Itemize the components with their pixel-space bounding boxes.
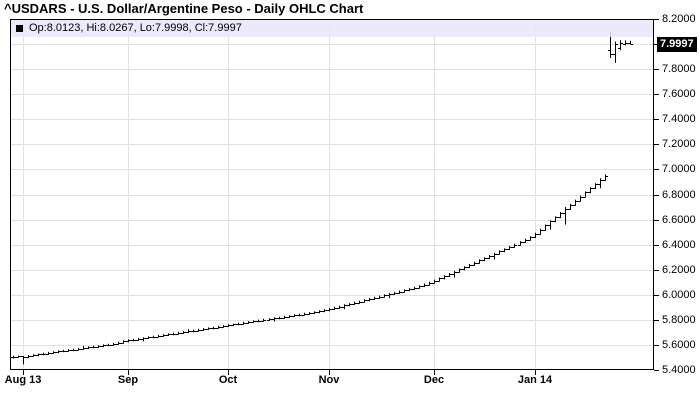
y-axis-tick xyxy=(654,44,659,45)
y-axis-tick xyxy=(654,370,659,371)
y-axis-tick xyxy=(654,144,659,145)
y-axis-tick xyxy=(654,119,659,120)
y-axis-tick xyxy=(654,245,659,246)
y-axis-tick xyxy=(654,94,659,95)
y-axis-label: 6.0000 xyxy=(662,289,696,301)
y-axis-label: 7.2000 xyxy=(662,138,696,150)
y-axis-label: 5.8000 xyxy=(662,314,696,326)
x-axis-tick xyxy=(434,370,435,375)
y-axis-label: 5.6000 xyxy=(662,339,696,351)
y-axis-label: 5.4000 xyxy=(662,364,696,376)
x-axis-label: Oct xyxy=(218,374,238,386)
y-axis-tick xyxy=(654,19,659,20)
ohlc-chart xyxy=(10,19,654,370)
y-axis-tick xyxy=(654,169,659,170)
y-axis-label: 8.2000 xyxy=(662,13,696,25)
y-axis-label: 6.2000 xyxy=(662,264,696,276)
y-axis-label: 7.4000 xyxy=(662,113,696,125)
x-axis-tick xyxy=(23,370,24,375)
x-axis-label: Nov xyxy=(318,374,340,386)
y-axis-label: 6.6000 xyxy=(662,214,696,226)
y-axis-label: 6.4000 xyxy=(662,239,696,251)
y-axis-tick xyxy=(654,69,659,70)
y-axis-tick xyxy=(654,220,659,221)
x-axis-tick xyxy=(535,370,536,375)
chart-title: ^USDARS - U.S. Dollar/Argentine Peso - D… xyxy=(4,1,364,16)
y-axis-tick xyxy=(654,320,659,321)
y-axis-label: 6.8000 xyxy=(662,189,696,201)
x-axis-label: Sep xyxy=(117,374,139,386)
y-axis-label: 7.8000 xyxy=(662,63,696,75)
y-axis-label: 7.0000 xyxy=(662,163,696,175)
x-axis-tick xyxy=(128,370,129,375)
last-price-tag: 7.9997 xyxy=(657,37,697,52)
x-axis-label: Aug 13 xyxy=(4,374,42,386)
y-axis-label: 7.6000 xyxy=(662,88,696,100)
plot-area xyxy=(10,19,654,370)
y-axis-tick xyxy=(654,270,659,271)
x-axis-label: Dec xyxy=(423,374,445,386)
y-axis-tick xyxy=(654,195,659,196)
y-axis-tick xyxy=(654,295,659,296)
x-axis-label: Jan 14 xyxy=(517,374,553,386)
y-axis-tick xyxy=(654,345,659,346)
x-axis-tick xyxy=(228,370,229,375)
x-axis-tick xyxy=(329,370,330,375)
